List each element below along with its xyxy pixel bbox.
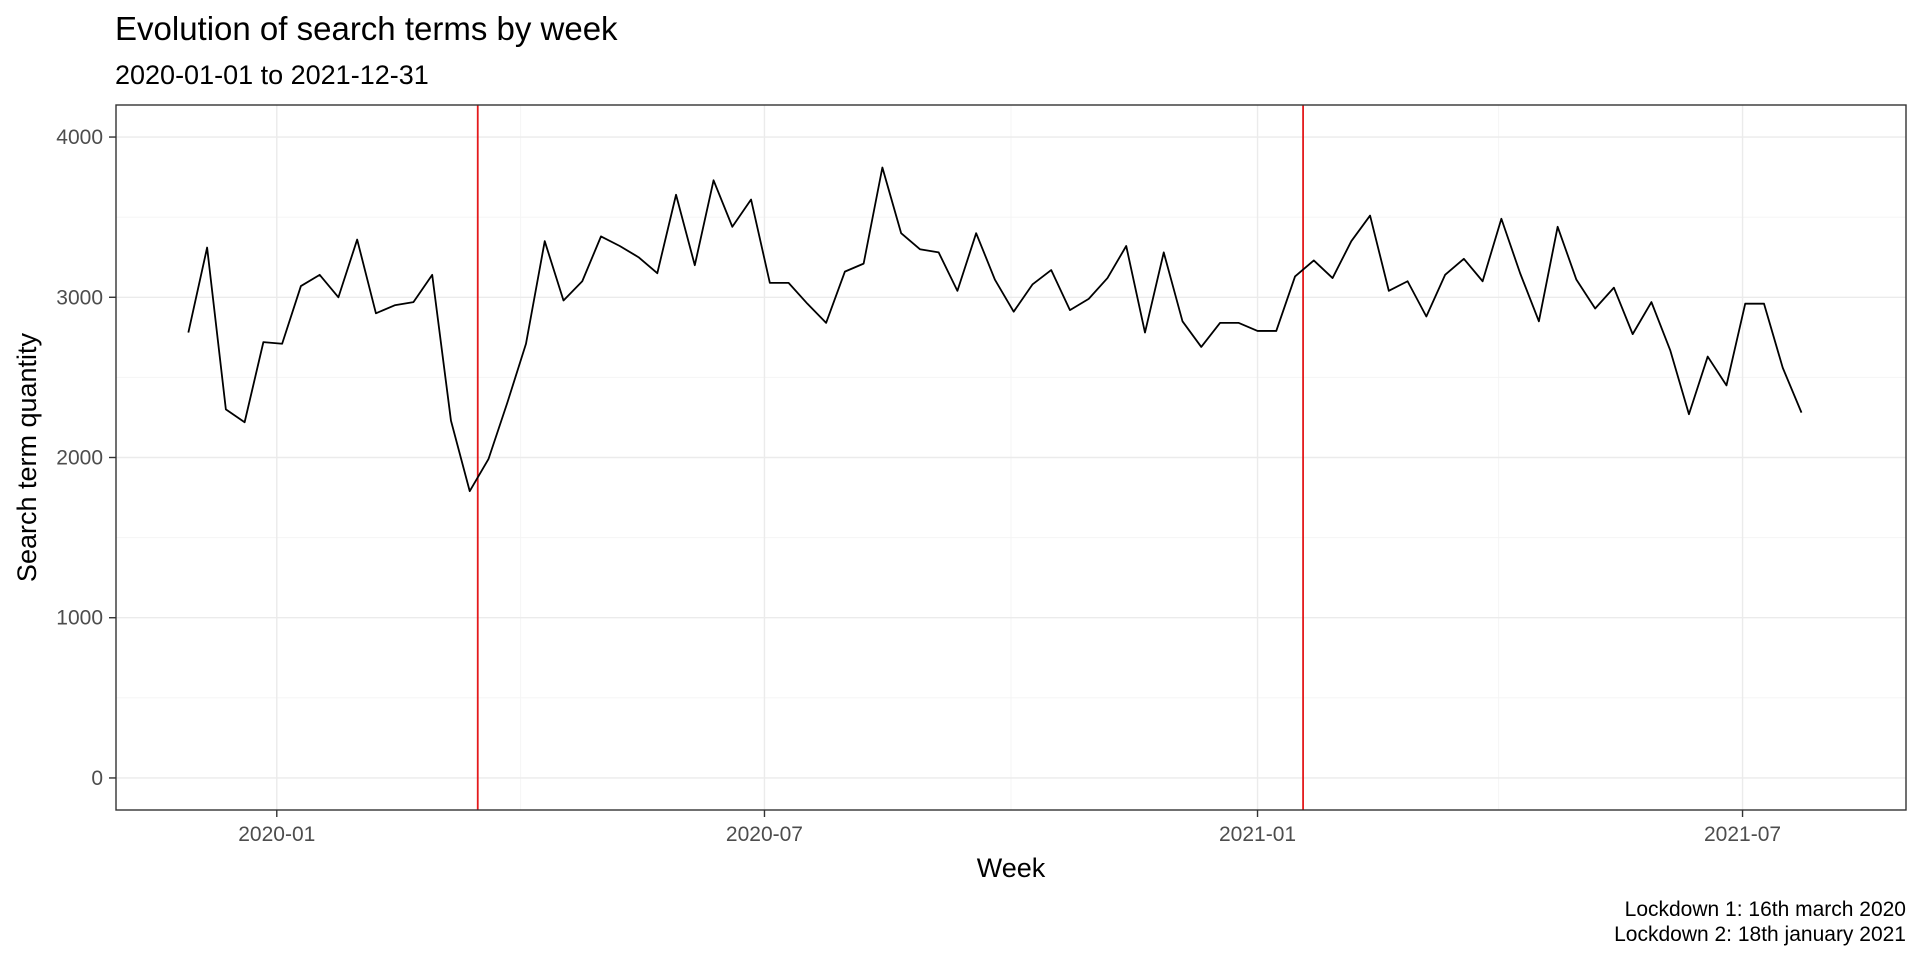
x-tick-label: 2021-07 [1704,823,1781,846]
x-tick-label: 2021-01 [1219,823,1296,846]
series-line-1 [187,166,1803,493]
chart-title: Evolution of search terms by week [115,10,618,47]
grid [116,105,1906,810]
y-axis-title: Search term quantity [12,332,42,582]
y-tick-label: 2000 [56,447,103,470]
y-tick-label: 3000 [56,286,103,309]
y-tick-label: 0 [91,767,103,790]
chart-subtitle: 2020-01-01 to 2021-12-31 [115,60,429,90]
y-tick-label: 1000 [56,607,103,630]
axes: 2020-01 2020-07 2021-01 2021-07 0 1000 2000 300… [56,126,1781,846]
x-tick-label: 2020-07 [726,823,803,846]
reference-lines [476,105,1304,810]
x-axis-title: Week [977,853,1046,883]
y-tick-label: 4000 [56,126,103,149]
x-tick-label: 2020-01 [238,823,315,846]
caption-line-2: Lockdown 2: 18th january 2021 [1614,923,1906,946]
caption-line-1: Lockdown 1: 16th march 2020 [1625,898,1906,921]
series-layer [187,166,1803,493]
